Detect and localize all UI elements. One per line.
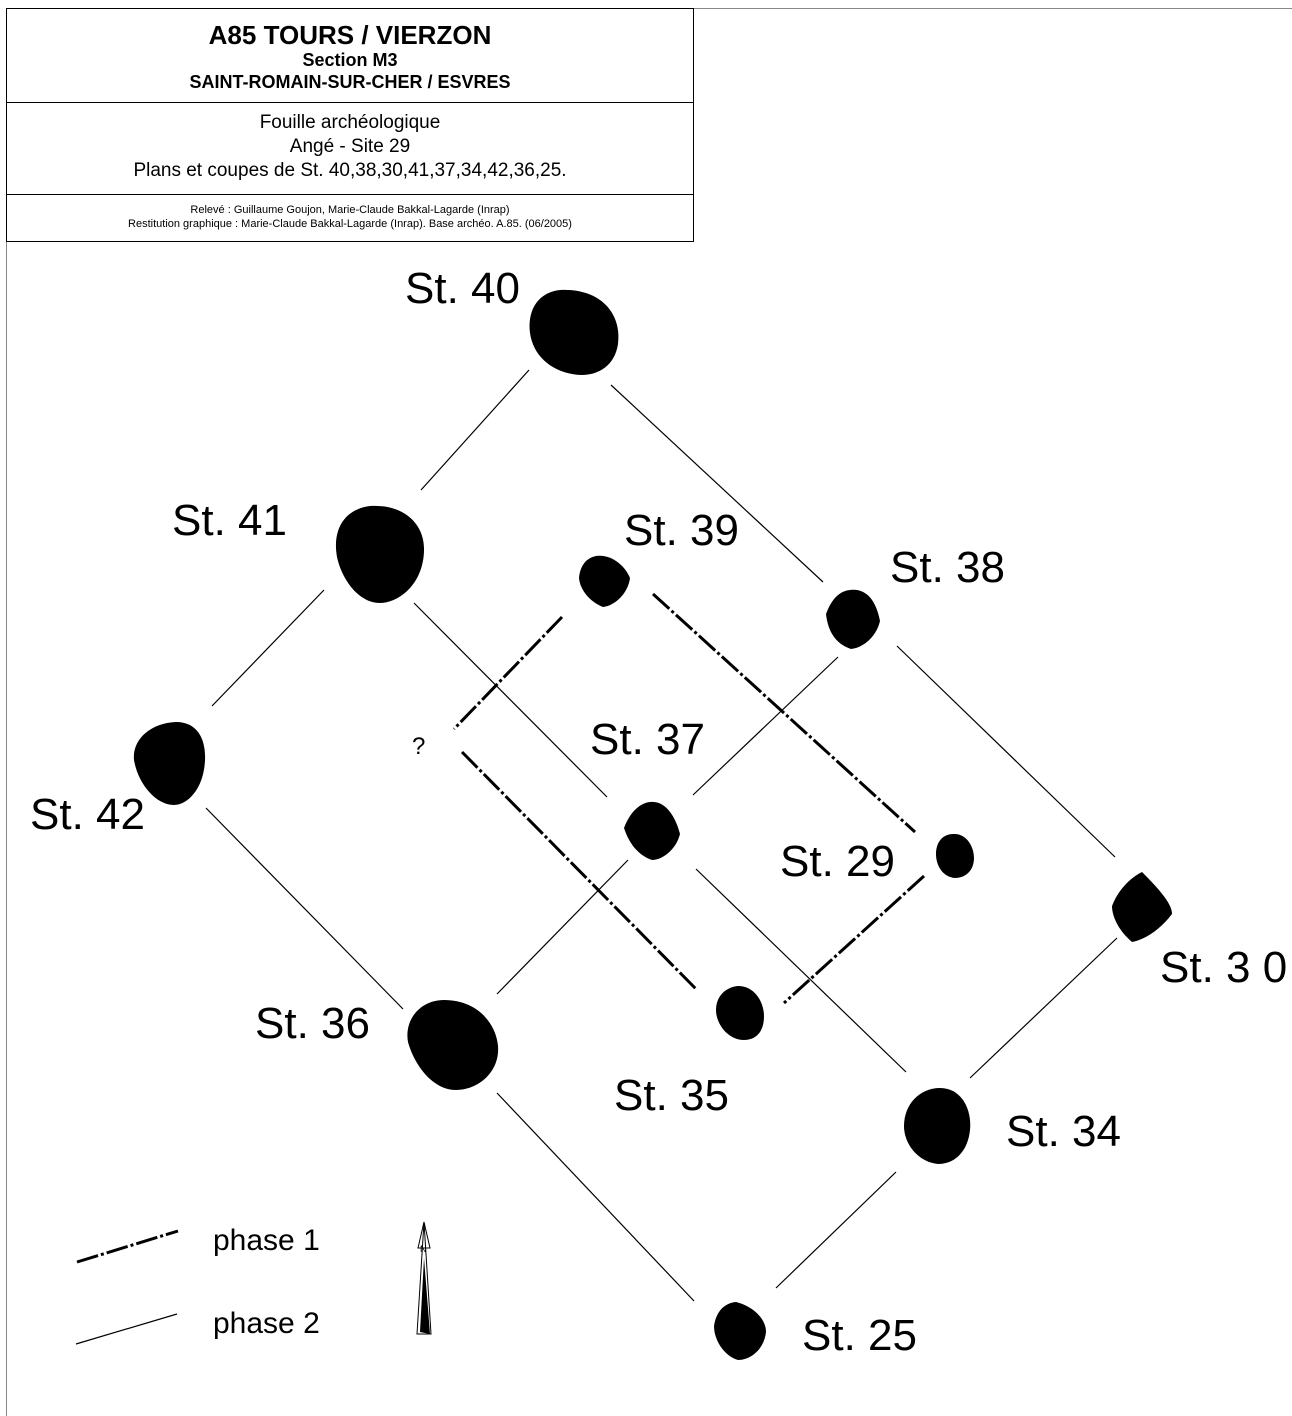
graphics-credit: Restitution graphique : Marie-Claude Bak… <box>128 218 572 230</box>
st41-feature <box>335 505 425 603</box>
phase1-legend-swatch <box>76 1229 179 1264</box>
site-name: Angé - Site 29 <box>289 136 411 157</box>
phase1-alignments <box>452 592 926 1005</box>
frame-left-rule <box>6 242 7 1416</box>
legend: phase 1 phase 2 <box>75 1224 320 1345</box>
phase2-line <box>420 369 530 491</box>
st25-feature <box>714 1302 766 1360</box>
st40-label: St. 40 <box>405 264 520 313</box>
north-letter: N <box>420 1244 427 1254</box>
phase1-legend-label: phase 1 <box>213 1224 320 1257</box>
survey-credit: Relevé : Guillaume Goujon, Marie-Claude … <box>190 204 510 216</box>
section-name: Section M3 <box>302 50 398 70</box>
phase2-line <box>695 868 907 1073</box>
st35-feature <box>716 986 764 1040</box>
st41-label: St. 41 <box>172 496 287 545</box>
title-description: Fouille archéologique Angé - Site 29 Pla… <box>7 103 693 195</box>
st37-feature <box>624 801 680 860</box>
phase2-line <box>610 384 824 583</box>
phase2-line <box>896 645 1116 858</box>
phase2-line <box>211 589 325 707</box>
plan-description: Plans et coupes de St. 40,38,30,41,37,34… <box>133 160 567 181</box>
post-holes <box>133 289 1172 1360</box>
phase1-line <box>782 874 926 1005</box>
st42-feature <box>133 722 206 805</box>
title-credits: Relevé : Guillaume Goujon, Marie-Claude … <box>7 195 693 231</box>
phase2-line <box>692 656 839 796</box>
st36-feature <box>407 1000 499 1090</box>
st38-feature <box>826 589 880 649</box>
phase2-line <box>969 937 1118 1079</box>
st29-feature <box>936 833 974 878</box>
st30-feature <box>1112 872 1172 942</box>
project-title: A85 TOURS / VIERZON <box>208 20 492 50</box>
st30-label: St. 3 0 <box>1160 943 1287 992</box>
phase1-line <box>452 615 564 731</box>
phase2-line <box>496 859 629 995</box>
st40-feature <box>529 289 619 375</box>
st35-label: St. 35 <box>614 1071 729 1120</box>
st34-label: St. 34 <box>1006 1107 1121 1156</box>
st39-feature <box>579 555 630 607</box>
st37-label: St. 37 <box>590 715 705 764</box>
phase1-line <box>651 592 917 834</box>
st36-label: St. 36 <box>255 999 370 1048</box>
phase2-line <box>496 1092 695 1302</box>
st34-feature <box>904 1088 971 1164</box>
frame-top-rule <box>694 8 1292 9</box>
phase2-line <box>413 602 608 798</box>
phase2-legend-swatch <box>75 1313 178 1345</box>
st29-label: St. 29 <box>780 837 895 886</box>
st42-label: St. 42 <box>30 790 145 839</box>
north-arrow-icon: N <box>416 1221 432 1335</box>
phase2-line <box>775 1171 897 1289</box>
commune-name: SAINT-ROMAIN-SUR-CHER / ESVRES <box>189 72 511 92</box>
title-header: A85 TOURS / VIERZON Section M3 SAINT-ROM… <box>7 9 693 103</box>
st39-label: St. 39 <box>624 506 739 555</box>
excavation-type: Fouille archéologique <box>259 112 441 133</box>
uncertain-post-mark: ? <box>412 733 425 760</box>
phase2-alignments <box>205 369 1118 1302</box>
phase2-legend-label: phase 2 <box>213 1307 320 1340</box>
st25-label: St. 25 <box>802 1311 917 1360</box>
title-block: A85 TOURS / VIERZON Section M3 SAINT-ROM… <box>6 8 694 242</box>
phase1-line <box>460 750 699 992</box>
phase2-line <box>205 807 404 1010</box>
st38-label: St. 38 <box>890 543 1005 592</box>
